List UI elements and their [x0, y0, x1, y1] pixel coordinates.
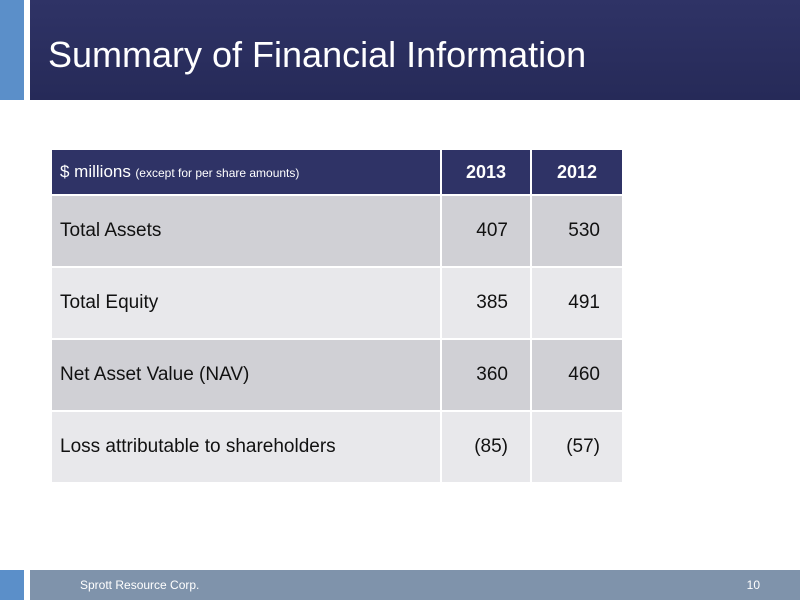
value-2013: 407	[440, 194, 532, 268]
table-row: Total Assets 407 530	[50, 194, 624, 268]
slide-title: Summary of Financial Information	[48, 34, 587, 75]
row-label: Total Equity	[50, 266, 442, 340]
year-header-2013: 2013	[440, 148, 532, 196]
value-2013: 385	[440, 266, 532, 340]
table-row: Total Equity 385 491	[50, 266, 624, 340]
title-bar: Summary of Financial Information	[30, 0, 800, 100]
financial-summary-table: $ millions (except for per share amounts…	[50, 148, 624, 484]
value-2012: 460	[530, 338, 624, 412]
left-accent-bar-top	[0, 0, 24, 100]
row-label: Net Asset Value (NAV)	[50, 338, 442, 412]
table-row: Net Asset Value (NAV) 360 460	[50, 338, 624, 412]
year-header-2012: 2012	[530, 148, 624, 196]
unit-note: (except for per share amounts)	[135, 166, 300, 180]
row-label: Loss attributable to shareholders	[50, 410, 442, 484]
footer-bar: Sprott Resource Corp. 10	[30, 570, 800, 600]
value-2013: (85)	[440, 410, 532, 484]
value-2012: (57)	[530, 410, 624, 484]
left-accent-bar-bottom	[0, 570, 24, 600]
footer-company-name: Sprott Resource Corp.	[80, 578, 200, 592]
value-2013: 360	[440, 338, 532, 412]
value-2012: 530	[530, 194, 624, 268]
page-number: 10	[746, 578, 760, 592]
row-label: Total Assets	[50, 194, 442, 268]
table-row: Loss attributable to shareholders (85) (…	[50, 410, 624, 484]
unit-header-cell: $ millions (except for per share amounts…	[50, 148, 442, 196]
value-2012: 491	[530, 266, 624, 340]
unit-label: $ millions	[60, 162, 131, 181]
table-header-row: $ millions (except for per share amounts…	[50, 148, 624, 196]
